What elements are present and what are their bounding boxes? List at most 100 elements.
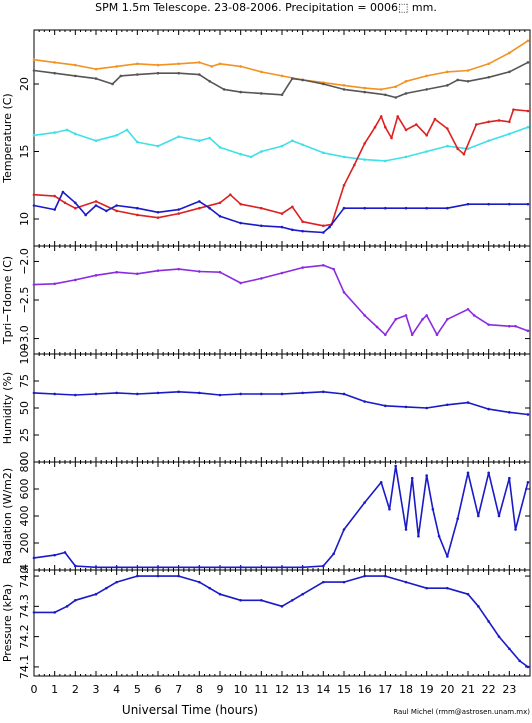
x-tick-label: 3 (93, 683, 100, 696)
data-point (417, 534, 420, 538)
y-axis-label: Temperature (C) (1, 93, 14, 183)
data-point (63, 551, 67, 554)
data-point (156, 71, 160, 75)
data-point (156, 144, 160, 148)
data-point (342, 206, 346, 210)
series-line-blue (33, 390, 528, 416)
x-tick-label: 17 (378, 683, 392, 696)
data-point (446, 317, 449, 321)
data-point (84, 213, 87, 217)
chart-title: SPM 1.5m Telescope. 23-08-2006. Precipit… (95, 1, 437, 14)
x-tick-label: 10 (234, 683, 248, 696)
data-point (280, 93, 284, 97)
data-point (32, 193, 36, 196)
data-point (218, 592, 222, 596)
y-axis-label: Humidity (%) (1, 372, 14, 444)
data-point (342, 84, 346, 87)
data-point (425, 134, 428, 137)
data-point (280, 212, 284, 215)
data-point (514, 528, 517, 531)
data-point (280, 271, 284, 275)
data-point (404, 155, 408, 159)
data-point (63, 201, 67, 205)
data-point (94, 67, 98, 71)
data-point (239, 281, 242, 285)
data-point (487, 139, 490, 142)
data-point (384, 206, 387, 210)
data-point (94, 566, 98, 569)
data-point (260, 224, 263, 228)
x-tick-label: 11 (254, 683, 268, 696)
data-point (280, 74, 284, 78)
data-point (526, 109, 530, 113)
data-point (322, 151, 325, 155)
data-point (342, 392, 346, 396)
data-point (425, 314, 428, 317)
data-point (74, 564, 77, 568)
panel-0: 10 15 20 Temperature (C) (1, 29, 531, 247)
data-point (526, 39, 530, 43)
y-tick-label: 10 (18, 212, 31, 226)
data-point (466, 592, 470, 596)
x-tick-label: 20 (440, 683, 454, 696)
data-point (425, 88, 428, 91)
y-tick-label: 0 (18, 459, 31, 466)
data-point (526, 665, 530, 669)
data-point (115, 204, 118, 207)
data-point (53, 392, 56, 396)
data-point (508, 476, 511, 480)
data-point (115, 391, 118, 395)
data-point (177, 208, 180, 211)
data-point (32, 611, 36, 614)
data-point (32, 134, 36, 137)
data-point (487, 407, 490, 411)
data-point (384, 93, 387, 97)
data-point (53, 131, 56, 134)
x-tick-label: 4 (113, 683, 120, 696)
data-point (301, 78, 304, 82)
data-point (404, 128, 408, 132)
data-point (384, 404, 387, 408)
data-point (156, 566, 160, 569)
y-tick-label: 74.3 (18, 594, 31, 619)
data-point (115, 134, 118, 137)
data-point (472, 314, 476, 317)
x-axis-label: Universal Time (hours) (122, 703, 258, 717)
data-point (198, 61, 201, 64)
data-point (425, 74, 428, 78)
data-point (388, 507, 391, 511)
data-point (156, 269, 160, 272)
data-point (198, 200, 201, 203)
data-point (322, 580, 325, 584)
data-point (526, 413, 530, 416)
data-point (477, 605, 480, 608)
data-point (239, 392, 242, 396)
data-point (466, 80, 470, 83)
data-point (375, 325, 379, 329)
series-line-blue (34, 575, 529, 668)
data-point (136, 62, 139, 66)
data-point (74, 132, 77, 136)
data-point (74, 74, 77, 78)
data-point (487, 120, 490, 124)
data-point (437, 534, 441, 538)
y-tick-label: −3.0 (18, 325, 31, 352)
data-point (136, 73, 139, 76)
data-point (487, 75, 490, 79)
data-point (156, 63, 160, 67)
data-point (136, 392, 139, 396)
data-point (239, 598, 242, 602)
data-point (508, 647, 511, 651)
data-point (198, 566, 201, 569)
data-point (394, 85, 397, 88)
y-tick-label: 200 (18, 533, 31, 554)
y-tick-label: 74.2 (18, 624, 31, 649)
data-point (280, 225, 284, 229)
data-point (404, 206, 408, 210)
y-axis-label: Tpri−Tdome (C) (1, 256, 14, 345)
data-point (446, 127, 449, 130)
data-point (239, 90, 242, 94)
data-point (53, 194, 56, 198)
